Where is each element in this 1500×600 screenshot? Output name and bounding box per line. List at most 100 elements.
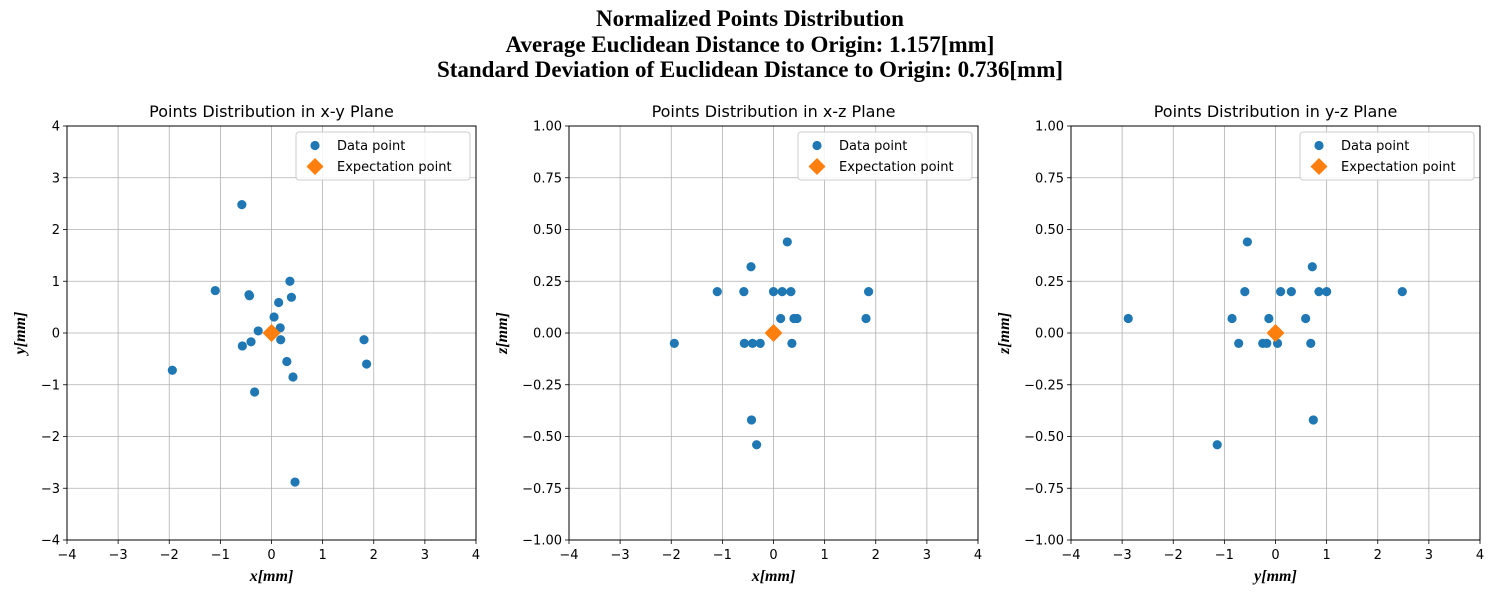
legend: Data point Expectation point (797, 131, 973, 181)
data-point (786, 287, 796, 297)
x-tick-label: 4 (974, 548, 982, 563)
y-tick-label: 0.00 (533, 327, 562, 342)
data-point (1276, 287, 1286, 297)
y-tick-label: 0.25 (1035, 275, 1064, 290)
data-point (1123, 313, 1133, 324)
x-tick-label: −4 (1061, 548, 1080, 563)
x-tick-label: −2 (160, 548, 179, 563)
legend-marker-expectation (306, 158, 324, 175)
data-point (755, 338, 765, 348)
scatter-panel-2: −4 −3 −2 −1 0 1 2 3 4 −1.00 −0.75 −0.50 −0.25 0.00 0.2… (494, 102, 982, 585)
y-tick-label: 1 (52, 275, 60, 290)
data-point (1240, 287, 1250, 297)
legend: Data point Expectation point (1299, 131, 1475, 181)
y-tick-label: 0.75 (1035, 171, 1064, 186)
data-point (861, 313, 871, 324)
data-point (1307, 262, 1317, 272)
data-point (250, 387, 260, 397)
legend-box (295, 131, 471, 181)
data-point (712, 287, 722, 297)
data-point (739, 287, 749, 297)
data-point (1234, 338, 1244, 348)
figure-title-line-3: Standard Deviation of Euclidean Distance… (436, 57, 1064, 82)
data-point (288, 372, 298, 382)
x-tick-label: 0 (1271, 548, 1279, 563)
x-tick-label: 0 (769, 548, 777, 563)
scatter-panel-3: −4 −3 −2 −1 0 1 2 3 4 −1.00 −0.75 −0.50 −0.25 0.00 0.2… (996, 102, 1484, 585)
y-tick-label: −4 (41, 534, 60, 549)
x-tick-label: −3 (109, 548, 128, 563)
x-tick-label: 2 (1374, 548, 1382, 563)
x-tick-label: −3 (611, 548, 630, 563)
data-point (746, 415, 757, 425)
data-point (244, 291, 255, 301)
legend-label-data: Data point (839, 139, 907, 154)
data-point (275, 323, 285, 333)
data-point (1286, 287, 1296, 297)
data-point (1314, 287, 1324, 297)
data-point (282, 356, 292, 367)
data-point (746, 262, 756, 272)
legend: Data point Expectation point (295, 131, 471, 181)
x-tick-label: −4 (559, 548, 578, 563)
y-tick-label: −0.75 (522, 482, 562, 497)
figure-title: Normalized Points Distribution Average E… (0, 6, 1500, 83)
data-point (210, 285, 220, 296)
y-tick-label: 2 (52, 223, 60, 238)
y-tick-label: −0.50 (522, 430, 562, 445)
data-point (1301, 313, 1311, 324)
data-point (1322, 287, 1332, 297)
plot-frame (66, 125, 477, 541)
x-tick-label: −1 (211, 548, 230, 563)
data-point (863, 287, 874, 297)
data-point (276, 335, 286, 345)
y-axis-label: y[mm] (12, 312, 29, 357)
data-point (274, 297, 284, 308)
legend-label-data: Data point (1341, 139, 1409, 154)
data-point (1397, 287, 1407, 297)
y-tick-label: −0.50 (1024, 430, 1064, 445)
legend-marker-data (310, 140, 320, 151)
figure-title-line-1: Normalized Points Distribution (596, 6, 904, 31)
x-tick-label: 1 (318, 548, 326, 563)
x-tick-label: 1 (820, 548, 828, 563)
y-tick-label: −0.25 (522, 378, 562, 393)
x-tick-label: 3 (923, 548, 931, 563)
data-point (1264, 313, 1274, 324)
scatter-panel-1: −4 −3 −2 −1 0 1 2 3 4 −4 −3 −2 −1 0 1 2 3 4 Points Distrib… (12, 102, 480, 585)
data-point (285, 276, 295, 286)
data-point (768, 287, 779, 297)
data-point (747, 338, 758, 348)
y-tick-label: 0.25 (533, 275, 562, 290)
x-tick-label: 2 (872, 548, 880, 563)
x-tick-label: 4 (1476, 548, 1484, 563)
data-point (1262, 338, 1272, 348)
expectation-point (764, 324, 783, 342)
data-point (167, 365, 177, 375)
y-tick-label: −1.00 (522, 534, 562, 549)
data-point (739, 338, 749, 348)
legend-label-data: Data point (337, 139, 405, 154)
x-tick-label: 0 (267, 548, 275, 563)
y-axis-label: z[mm] (494, 312, 511, 355)
data-point (782, 237, 792, 247)
legend-box (1299, 131, 1475, 181)
expectation-point (262, 324, 281, 342)
y-tick-label: 4 (52, 120, 60, 135)
data-point (290, 477, 300, 487)
data-point (237, 341, 247, 351)
y-tick-label: −2 (41, 430, 60, 445)
legend-label-expectation: Expectation point (1341, 160, 1456, 175)
figure-title-line-2: Average Euclidean Distance to Origin: 1.… (505, 31, 995, 57)
legend-marker-expectation (1310, 158, 1328, 175)
panel-title: Points Distribution in x-z Plane (652, 102, 896, 121)
x-tick-label: 4 (472, 548, 480, 563)
data-point (286, 292, 297, 302)
data-point (269, 312, 279, 322)
data-point (1242, 237, 1252, 247)
data-point (359, 335, 369, 345)
y-axis-label: z[mm] (996, 312, 1013, 355)
data-point (752, 440, 762, 450)
data-point (787, 338, 797, 348)
